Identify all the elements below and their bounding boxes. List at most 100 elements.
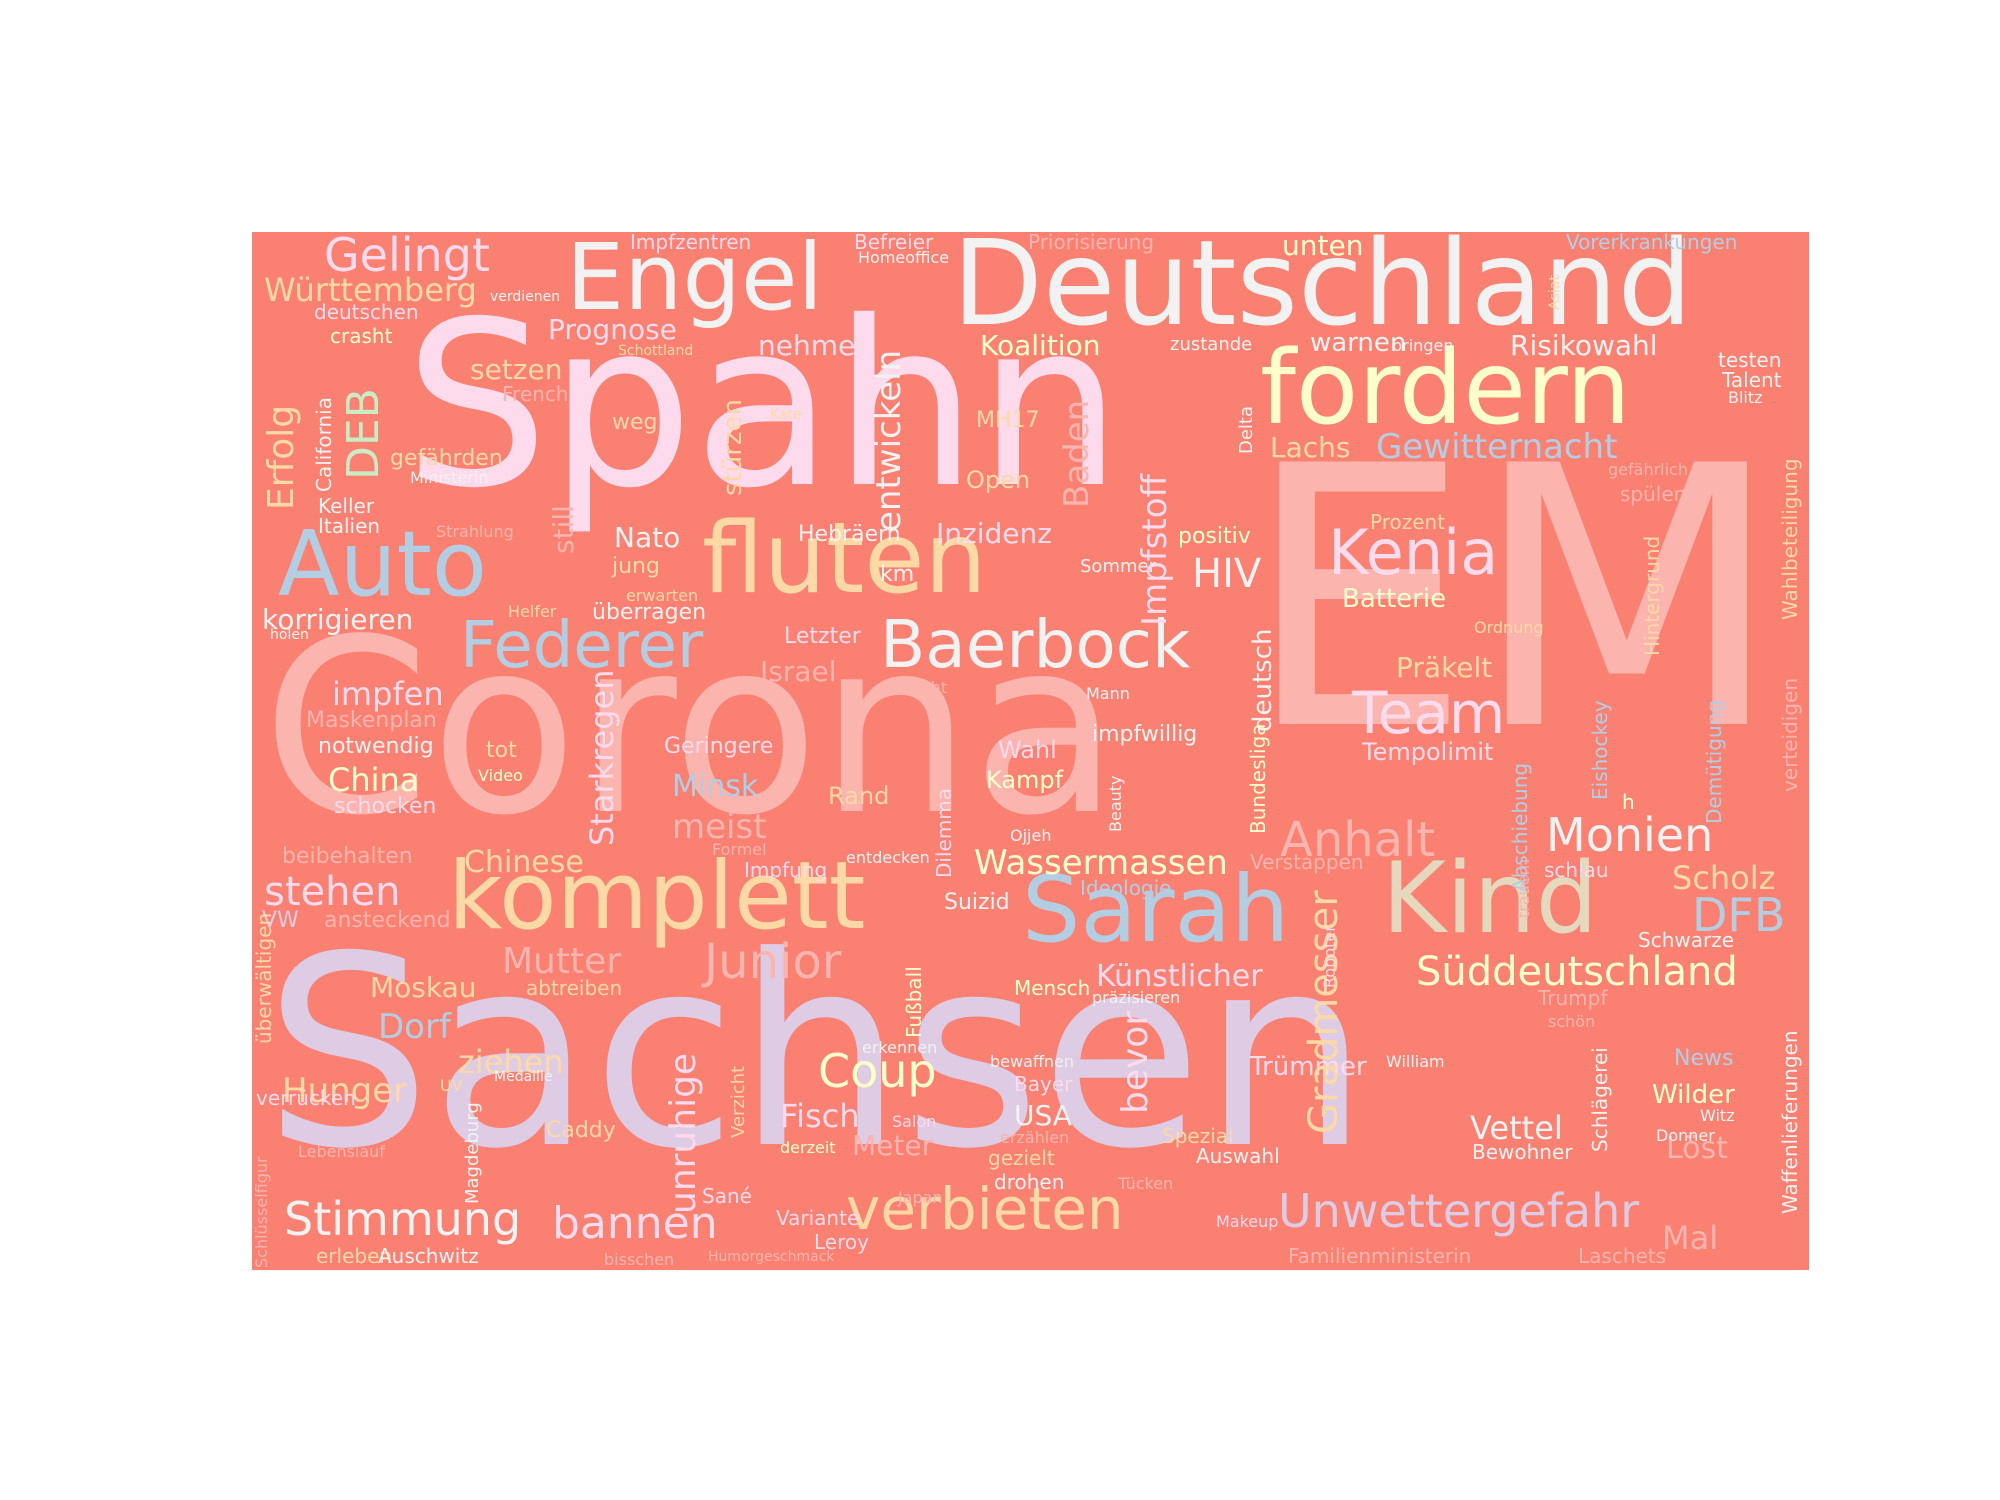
word-beauty: Beauty bbox=[1106, 775, 1125, 832]
word-donner: Donner bbox=[1656, 1126, 1715, 1145]
word-gewitternacht: Gewitternacht bbox=[1376, 427, 1618, 467]
word-gefaehrlich: gefährlich bbox=[1608, 460, 1688, 479]
word-wilder: Wilder bbox=[1652, 1080, 1735, 1110]
word-deutschen: deutschen bbox=[314, 300, 419, 324]
word-ideologie: Ideologie bbox=[1080, 876, 1172, 900]
word-waffenlieferungen: Waffenlieferungen bbox=[1778, 1030, 1802, 1214]
word-auto: Auto bbox=[278, 512, 487, 617]
word-bannen: bannen bbox=[552, 1198, 718, 1249]
word-flucht: Flucht bbox=[898, 678, 947, 697]
word-verteidigen: verteidigen bbox=[1778, 678, 1802, 792]
word-roboter: Roboter bbox=[1320, 925, 1339, 988]
word-dilemma: Dilemma bbox=[932, 787, 956, 878]
word-baden: Baden bbox=[1057, 399, 1097, 508]
word-komplett: komplett bbox=[448, 842, 866, 951]
word-familienministerin: Familienministerin bbox=[1288, 1244, 1472, 1268]
word-hunger: Hunger bbox=[282, 1071, 408, 1111]
word-stimmung: Stimmung bbox=[284, 1192, 522, 1246]
word-keller: Keller bbox=[318, 494, 375, 518]
word-vettel: Vettel bbox=[1470, 1109, 1563, 1147]
word-unten: unten bbox=[1282, 232, 1364, 262]
word-kind: Kind bbox=[1382, 842, 1598, 956]
word-corona: Corona bbox=[262, 587, 1120, 868]
word-fordern: fordern bbox=[1260, 329, 1631, 448]
word-praekelt: Präkelt bbox=[1396, 651, 1493, 684]
word-letzter: Letzter bbox=[784, 624, 861, 649]
word-ministerin: Ministerin bbox=[410, 468, 489, 487]
word-kate: Kate bbox=[770, 407, 802, 423]
word-sachsen: Sachsen bbox=[264, 901, 1369, 1207]
word-ojjeh: Ojjeh bbox=[1010, 826, 1052, 845]
word-gezielt: gezielt bbox=[988, 1146, 1055, 1170]
word-laschets: Laschets bbox=[1578, 1244, 1667, 1268]
word-verdienen: verdienen bbox=[490, 289, 561, 305]
word-stehen: stehen bbox=[264, 869, 401, 915]
word-verzicht: Verzicht bbox=[728, 1065, 749, 1138]
word-gefaehrden: gefährden bbox=[390, 446, 503, 471]
word-tempolimit: Tempolimit bbox=[1362, 738, 1494, 766]
word-vorerkrankungen: Vorerkrankungen bbox=[1566, 232, 1738, 254]
word-schwarze: Schwarze bbox=[1638, 928, 1735, 952]
word-mensch: Mensch bbox=[1014, 976, 1091, 1000]
word-erkennen: erkennen bbox=[862, 1038, 938, 1057]
word-abschiebung: Abschiebung bbox=[1508, 762, 1532, 892]
word-entdecken: entdecken bbox=[846, 848, 930, 867]
word-crasht: crasht bbox=[330, 324, 393, 348]
word-verruecken: verrücken bbox=[256, 1086, 356, 1110]
word-testen: testen bbox=[1718, 348, 1782, 372]
word-beibehalten: beibehalten bbox=[282, 844, 413, 869]
word-priorisierung: Priorisierung bbox=[1028, 232, 1155, 254]
word-schlaegerei: Schlägerei bbox=[1588, 1047, 1612, 1152]
word-formel: Formel bbox=[712, 840, 767, 859]
word-china: China bbox=[328, 761, 420, 799]
word-spahn: Spahn bbox=[404, 272, 1123, 538]
word-starkregen: Starkregen bbox=[583, 669, 621, 846]
word-demuetigung: Demütigung bbox=[1702, 699, 1726, 824]
word-monien: Monien bbox=[1546, 808, 1714, 862]
word-tot: tot bbox=[486, 738, 517, 763]
word-geringere: Geringere bbox=[664, 734, 774, 759]
word-italien: Italien bbox=[318, 514, 381, 538]
word-sarah: Sarah bbox=[1022, 856, 1290, 963]
word-jung: jung bbox=[612, 554, 660, 579]
word-km: km bbox=[880, 562, 915, 587]
word-schottland: Schottland bbox=[618, 343, 694, 359]
word-spezial: Spezial bbox=[1162, 1124, 1234, 1148]
word-hebraeern: Hebräern bbox=[798, 522, 901, 547]
word-chinese: Chinese bbox=[464, 845, 584, 880]
word-wuerttemberg: Württemberg bbox=[264, 271, 477, 309]
word-schoen: schön bbox=[1548, 1012, 1596, 1031]
word-mal: Mal bbox=[1662, 1219, 1719, 1257]
word-auswahl: Auswahl bbox=[1196, 1144, 1280, 1168]
word-loest: Löst bbox=[1666, 1131, 1728, 1166]
word-befreier: Befreier bbox=[854, 232, 934, 254]
word-humorgeschmack: Humorgeschmack bbox=[708, 1249, 835, 1265]
word-auschwitz: Auschwitz bbox=[378, 1244, 479, 1268]
word-minsk: Minsk bbox=[672, 769, 759, 804]
word-talent: Talent bbox=[1722, 368, 1782, 392]
word-spuelen: spülen bbox=[1620, 482, 1687, 506]
word-ueberragen: überragen bbox=[592, 600, 707, 625]
word-impfung: Impfung bbox=[744, 858, 828, 882]
word-salon: Salon bbox=[892, 1112, 937, 1131]
word-kampf: Kampf bbox=[986, 766, 1064, 794]
word-scholz: Scholz bbox=[1672, 859, 1776, 897]
word-unwettergefahr: Unwettergefahr bbox=[1278, 1184, 1640, 1238]
word-moskau: Moskau bbox=[370, 971, 477, 1004]
word-warnen: warnen bbox=[1310, 328, 1407, 358]
word-positiv: positiv bbox=[1178, 524, 1251, 549]
word-ordnung: Ordnung bbox=[1474, 618, 1544, 637]
word-prognose: Prognose bbox=[548, 313, 677, 346]
word-mann: Mann bbox=[1086, 684, 1130, 703]
word-bisschen: bisschen bbox=[604, 1250, 675, 1269]
word-dfb: DFB bbox=[1692, 888, 1786, 942]
word-fisch: Fisch bbox=[780, 1097, 860, 1135]
word-ziehen: ziehen bbox=[458, 1043, 564, 1081]
word-wassermassen: Wassermassen bbox=[974, 843, 1228, 883]
word-impfen: impfen bbox=[332, 675, 444, 713]
word-ansteckend: ansteckend bbox=[324, 908, 451, 933]
word-california: California bbox=[312, 397, 336, 492]
word-verbieten: verbieten bbox=[846, 1175, 1124, 1243]
word-sueddeutschland: Süddeutschland bbox=[1416, 949, 1738, 995]
word-mutter: Mutter bbox=[502, 941, 622, 982]
